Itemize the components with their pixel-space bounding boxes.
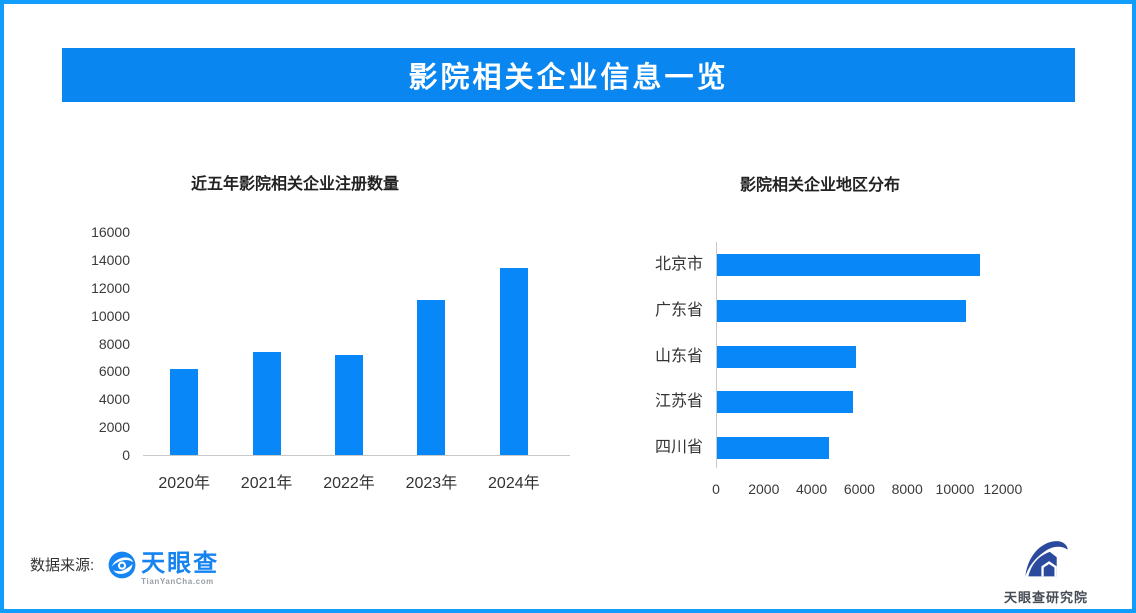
- value-axis-tick-label: 6000: [843, 481, 875, 497]
- tianyancha-name: 天眼查: [141, 550, 220, 577]
- page-title: 影院相关企业信息一览: [408, 62, 729, 94]
- value-axis-tick-label: 2000: [98, 419, 130, 436]
- category-axis-label: 2021年: [240, 475, 293, 492]
- value-axis-tick-label: 4000: [796, 481, 828, 497]
- value-axis-tick-label: 10000: [91, 307, 130, 324]
- value-axis-tick-label: 12000: [91, 279, 130, 296]
- right-chart-axis-line: [716, 242, 717, 468]
- region-label: 北京市: [654, 256, 703, 273]
- vertical-bar: [335, 354, 364, 455]
- category-axis-label: 2024年: [488, 475, 540, 492]
- data-source-label: 数据来源:: [30, 557, 95, 574]
- page-title-banner: 影院相关企业信息一览: [62, 48, 1075, 102]
- tianyancha-logo: 天眼查 TianYanCha.com: [108, 551, 219, 586]
- value-axis-tick-label: 2000: [748, 481, 780, 497]
- vertical-bar: [252, 351, 281, 455]
- horizontal-bar: [717, 437, 830, 460]
- category-axis-label: 2022年: [323, 475, 375, 492]
- value-axis-tick-label: 8000: [98, 335, 130, 352]
- horizontal-bar: [717, 345, 856, 368]
- left-chart-title: 近五年影院相关企业注册数量: [190, 176, 399, 194]
- data-source-row: 数据来源: 天眼查 TianYanCha.com: [30, 551, 219, 586]
- vertical-bar: [170, 368, 199, 455]
- tianyancha-domain: TianYanCha.com: [141, 577, 214, 586]
- category-axis-label: 2023年: [405, 475, 458, 492]
- value-axis-tick-label: 16000: [91, 224, 130, 240]
- tianyancha-logo-text: 天眼查 TianYanCha.com: [141, 551, 219, 586]
- horizontal-bar: [717, 391, 854, 414]
- left-chart-y-axis: 0 2000 4000 6000 8000 10000 12000 14000 16000: [60, 0, 130, 613]
- tianyancha-institute-mountain-icon: [1023, 538, 1069, 583]
- category-axis-label: 2020年: [158, 475, 210, 492]
- vertical-bar: [417, 300, 446, 455]
- left-chart-plot-area: [143, 232, 555, 455]
- value-axis-tick-label: 10000: [935, 481, 975, 497]
- bar-slot: [390, 232, 472, 455]
- bar-slot: [473, 232, 555, 455]
- vertical-bar: [499, 268, 528, 455]
- region-label: 江苏省: [654, 393, 703, 411]
- bar-slot: [143, 232, 225, 455]
- horizontal-bar: [717, 299, 966, 322]
- left-chart-baseline: [143, 455, 570, 456]
- value-axis-tick-label: 4000: [98, 391, 130, 408]
- value-axis-tick-label: 8000: [891, 481, 923, 497]
- horizontal-bar: [717, 254, 980, 276]
- region-label: 山东省: [654, 347, 703, 365]
- tianyancha-institute-logo: 天眼查研究院: [986, 538, 1106, 606]
- value-axis-tick-label: 0: [712, 481, 720, 497]
- region-label: 四川省: [654, 439, 703, 457]
- value-axis-tick-label: 12000: [983, 481, 1023, 497]
- left-chart-x-axis: 2020年 2021年 2022年 2023年 2024年: [143, 469, 555, 493]
- tianyancha-eye-swirl-icon: [108, 551, 136, 584]
- value-axis-tick-label: 0: [122, 447, 130, 463]
- value-axis-tick-label: 14000: [91, 251, 130, 268]
- region-label: 广东省: [654, 301, 703, 319]
- right-chart-title: 影院相关企业地区分布: [739, 177, 900, 195]
- bar-slot: [225, 232, 307, 455]
- bar-slot: [308, 232, 390, 455]
- value-axis-tick-label: 6000: [98, 363, 130, 380]
- institute-name: 天眼查研究院: [1003, 590, 1088, 605]
